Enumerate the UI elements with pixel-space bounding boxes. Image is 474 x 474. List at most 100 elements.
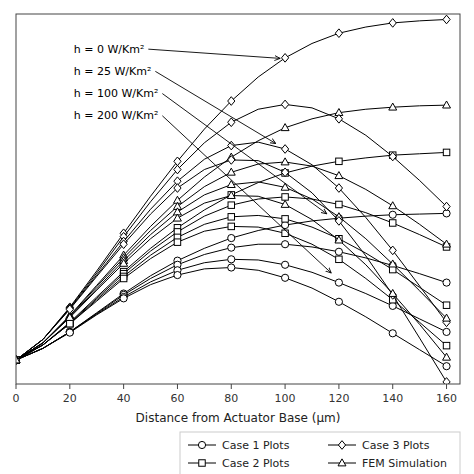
annotation-arrow (148, 49, 280, 58)
series-marker (228, 214, 234, 220)
series-marker (335, 29, 342, 38)
series-marker (228, 118, 235, 127)
series-marker (389, 289, 397, 296)
series-marker (335, 172, 343, 179)
series-marker (282, 230, 288, 236)
annotation: h = 25 W/Km² (74, 65, 152, 78)
series-marker (228, 256, 235, 263)
series-marker (335, 217, 342, 226)
x-tick (123, 384, 124, 389)
series-marker (16, 356, 20, 365)
series-line (16, 196, 447, 360)
x-tick-label: 140 (382, 392, 403, 405)
series-marker (389, 220, 395, 226)
series-marker (282, 194, 288, 200)
series-marker (67, 320, 73, 326)
series-marker (389, 202, 397, 209)
series-marker (281, 241, 288, 248)
series-marker (281, 261, 288, 268)
series-marker (335, 248, 342, 255)
annotation: h = 0 W/Km² (74, 43, 145, 56)
legend-marker (338, 441, 345, 450)
series-marker (443, 363, 450, 370)
series-line (16, 142, 447, 360)
x-tick (446, 384, 447, 389)
series-marker (281, 158, 289, 165)
x-tick-label: 20 (63, 392, 77, 405)
series-marker (228, 156, 235, 165)
series-marker (66, 329, 73, 336)
series-marker (443, 302, 449, 308)
series-line (16, 152, 447, 360)
series-marker (120, 295, 127, 302)
series-marker (335, 184, 342, 193)
series-line (16, 162, 447, 360)
series-marker (443, 202, 450, 211)
series-marker (67, 320, 73, 326)
series-marker (389, 152, 396, 161)
annotation: h = 200 W/Km² (74, 109, 159, 122)
series-marker (443, 342, 449, 348)
series-line (16, 160, 447, 382)
series-marker (335, 298, 342, 305)
x-tick-label: 40 (117, 392, 131, 405)
series-marker (228, 264, 235, 271)
x-tick (231, 384, 232, 389)
series-marker (281, 124, 289, 131)
x-tick-label: 160 (436, 392, 457, 405)
x-tick (338, 384, 339, 389)
x-tick-label: 80 (224, 392, 238, 405)
series-marker (281, 274, 288, 281)
x-axis: 020406080100120140160 (13, 384, 458, 405)
series-marker (16, 356, 20, 365)
x-tick-label: 100 (275, 392, 296, 405)
legend: Case 1 PlotsCase 2 PlotsCase 3 PlotsFEM … (180, 432, 460, 474)
series-marker (16, 356, 20, 365)
series-marker (228, 202, 234, 208)
series-marker (227, 180, 235, 187)
series-marker (443, 15, 450, 24)
series-marker (16, 356, 20, 363)
series-marker (66, 305, 73, 314)
x-tick-label: 120 (328, 392, 349, 405)
series-marker (281, 54, 288, 63)
series-marker (443, 149, 449, 155)
series-marker (120, 240, 127, 249)
x-tick (16, 384, 17, 389)
x-tick (392, 384, 393, 389)
series-marker (16, 356, 20, 365)
x-tick (177, 384, 178, 389)
x-tick (285, 384, 286, 389)
series-marker (227, 168, 235, 175)
series-marker (389, 211, 396, 218)
legend-marker (198, 441, 205, 448)
x-axis-label: Distance from Actuator Base (μm) (136, 411, 341, 425)
series-marker (174, 271, 181, 278)
series-marker (281, 200, 289, 207)
series-marker (281, 168, 288, 177)
annotations: h = 0 W/Km² h = 25 W/Km² h = 100 W/Km² h = … (74, 43, 332, 273)
series-line (16, 226, 447, 360)
series-marker (389, 246, 396, 255)
series-marker (174, 165, 181, 174)
annotation-arrow (162, 94, 326, 214)
x-tick-label: 60 (170, 392, 184, 405)
series-marker (335, 115, 342, 124)
series-marker (443, 353, 451, 360)
series-marker (336, 158, 342, 164)
legend-label: FEM Simulation (362, 457, 447, 470)
series-line (16, 182, 447, 360)
series-marker (228, 223, 234, 229)
series-marker (66, 313, 74, 320)
series-marker (335, 279, 342, 286)
chart: 020406080100120140160Distance from Actua… (0, 0, 474, 474)
series-marker (66, 328, 73, 335)
series-marker (282, 216, 288, 222)
series-marker (120, 259, 128, 266)
series-marker (174, 239, 180, 245)
series-marker (443, 378, 450, 384)
legend-label: Case 3 Plots (362, 439, 430, 452)
annotation: h = 100 W/Km² (74, 87, 159, 100)
legend-label: Case 1 Plots (222, 439, 290, 452)
series-marker (281, 145, 288, 154)
